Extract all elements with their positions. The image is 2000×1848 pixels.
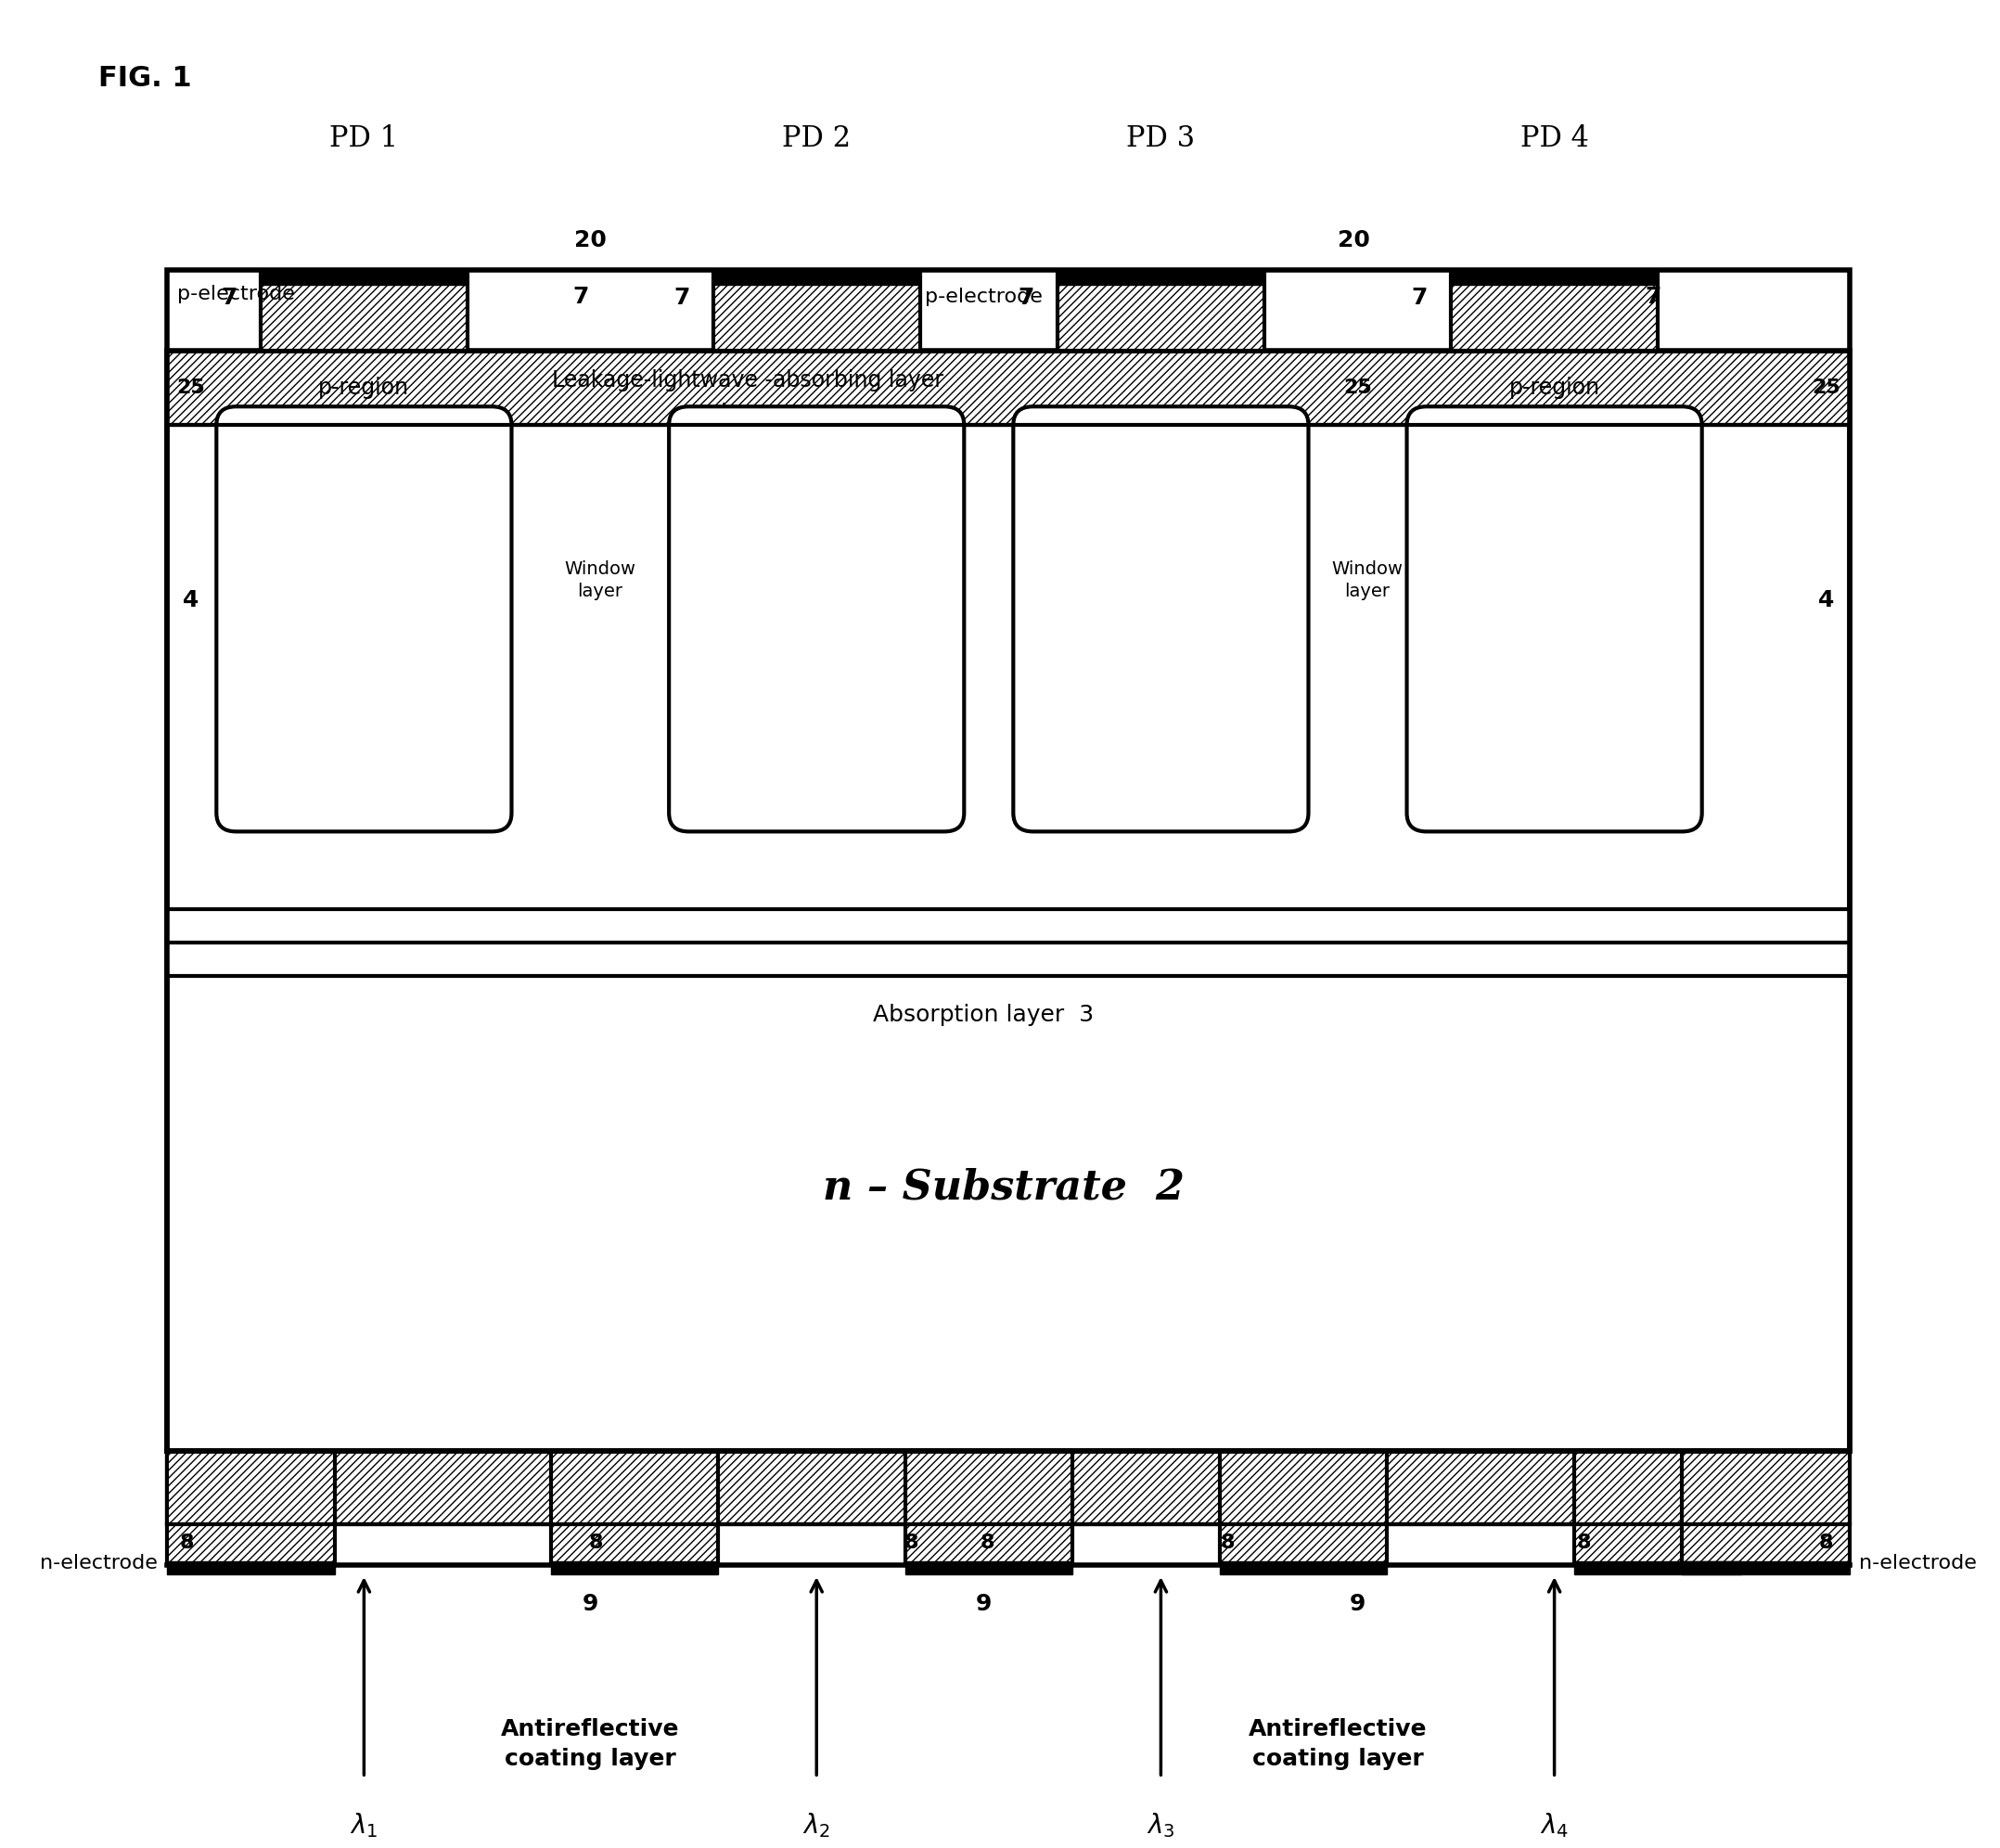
Text: 8: 8 (1818, 1534, 1834, 1552)
Text: 5: 5 (354, 606, 374, 632)
Text: 8: 8 (904, 1534, 918, 1552)
Bar (168, 1562, 334, 1574)
Text: 7: 7 (572, 286, 588, 309)
Text: Leakage-lightwave -absorbing layer: Leakage-lightwave -absorbing layer (552, 370, 944, 392)
Bar (1574, 1451, 1742, 1565)
Text: 9: 9 (1350, 1593, 1366, 1615)
Bar (1220, 1562, 1388, 1574)
Text: 7: 7 (220, 286, 238, 309)
Text: 5: 5 (808, 606, 826, 632)
Text: 20: 20 (574, 229, 606, 251)
Text: 25: 25 (1812, 379, 1840, 397)
Text: Window
layer: Window layer (564, 560, 636, 601)
Text: p-region: p-region (1508, 377, 1600, 399)
Text: 4: 4 (1818, 590, 1834, 612)
Text: PD 4: PD 4 (1520, 124, 1588, 153)
Text: 5: 5 (1152, 606, 1170, 632)
Bar (260, 274, 468, 351)
Text: 5: 5 (1546, 606, 1564, 632)
Text: 25: 25 (1344, 379, 1372, 397)
Text: $\lambda_2$: $\lambda_2$ (802, 1811, 830, 1839)
Bar (714, 270, 920, 285)
Bar (1682, 1562, 1850, 1574)
Text: Antireflective
coating layer: Antireflective coating layer (1248, 1719, 1428, 1770)
Text: 7: 7 (674, 286, 690, 309)
Text: 7: 7 (1018, 286, 1034, 309)
Text: p-electrode: p-electrode (178, 285, 294, 303)
Bar (906, 1451, 1072, 1565)
Text: p-electrode: p-electrode (924, 288, 1042, 307)
Bar (168, 1451, 334, 1565)
Text: $\lambda_1$: $\lambda_1$ (350, 1811, 378, 1839)
Text: 7: 7 (1412, 286, 1428, 309)
Text: 8: 8 (180, 1534, 194, 1552)
Text: 6: 6 (1152, 763, 1168, 785)
Text: 7: 7 (1644, 286, 1660, 309)
Text: 6: 6 (356, 763, 372, 785)
FancyBboxPatch shape (216, 407, 512, 832)
Text: 9: 9 (582, 1593, 598, 1615)
FancyBboxPatch shape (668, 407, 964, 832)
Text: 4: 4 (182, 590, 198, 612)
Bar (1452, 274, 1658, 351)
Bar (906, 1562, 1072, 1574)
FancyBboxPatch shape (1406, 407, 1702, 832)
Text: n-electrode: n-electrode (40, 1554, 158, 1573)
Bar (168, 1451, 1850, 1525)
Bar (1220, 1451, 1388, 1565)
Bar (1574, 1562, 1742, 1574)
Text: layer: layer (720, 403, 776, 425)
Text: p-region: p-region (318, 377, 410, 399)
Bar (260, 270, 468, 285)
Text: 8: 8 (588, 1534, 604, 1552)
Bar (714, 274, 920, 351)
Bar (1058, 270, 1264, 285)
Text: 20: 20 (1338, 229, 1370, 251)
Bar (1682, 1451, 1850, 1565)
Text: Window
layer: Window layer (1332, 560, 1404, 601)
Text: n-electrode: n-electrode (1860, 1554, 1978, 1573)
Text: 8: 8 (1576, 1534, 1592, 1552)
Text: PD 1: PD 1 (330, 124, 398, 153)
Text: 25: 25 (176, 379, 206, 397)
Text: $\lambda_4$: $\lambda_4$ (1540, 1811, 1568, 1839)
Bar (1058, 274, 1264, 351)
Text: Antireflective
coating layer: Antireflective coating layer (500, 1719, 680, 1770)
Bar (1452, 270, 1658, 285)
Text: PD 2: PD 2 (782, 124, 850, 153)
Text: 8: 8 (1220, 1534, 1234, 1552)
Text: PD 3: PD 3 (1126, 124, 1196, 153)
Text: Absorption layer  3: Absorption layer 3 (874, 1003, 1094, 1026)
Bar (168, 909, 1850, 976)
Bar (168, 351, 1850, 1451)
Bar (550, 1562, 718, 1574)
Text: 9: 9 (976, 1593, 992, 1615)
Text: 6: 6 (1546, 763, 1562, 785)
FancyBboxPatch shape (1014, 407, 1308, 832)
Text: 8: 8 (980, 1534, 994, 1552)
Bar (168, 270, 1850, 1451)
Text: 6: 6 (808, 763, 824, 785)
Bar (550, 1451, 718, 1565)
Bar (168, 351, 1850, 425)
Text: n – Substrate  2: n – Substrate 2 (822, 1168, 1184, 1207)
Text: FIG. 1: FIG. 1 (98, 65, 192, 92)
Text: $\lambda_3$: $\lambda_3$ (1146, 1811, 1174, 1839)
